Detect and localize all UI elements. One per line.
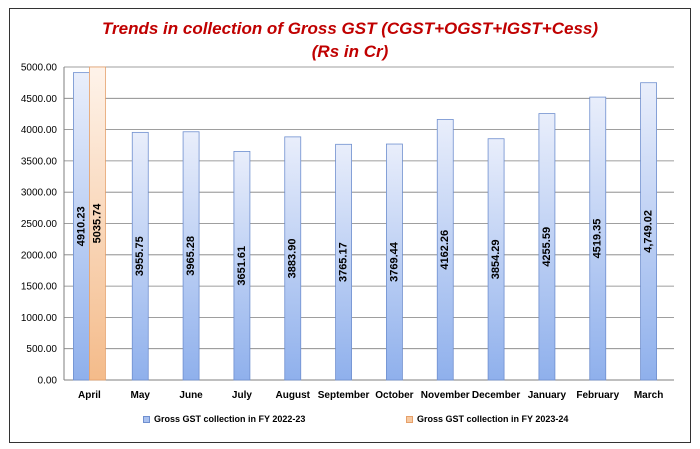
x-tick-label: March — [634, 390, 663, 401]
data-label: 4255.59 — [541, 227, 553, 267]
legend-item-fy-2022-23: Gross GST collection in FY 2022-23 — [143, 414, 305, 424]
x-tick-label: February — [576, 390, 619, 401]
y-tick-label: 2000.00 — [21, 250, 58, 261]
x-tick-label: July — [232, 390, 252, 401]
x-tick-label: December — [472, 390, 520, 401]
y-tick-label: 500.00 — [26, 344, 57, 355]
bar-december-series-1 — [487, 138, 505, 381]
bar-april-series-2 — [89, 66, 106, 381]
y-tick-label: 0.00 — [38, 376, 58, 387]
data-label: 3769.44 — [388, 241, 400, 282]
x-tick-label: November — [421, 390, 470, 401]
bar-january-series-1 — [538, 113, 556, 381]
bar-march-series-1 — [640, 82, 657, 381]
legend-swatch-fy-2023-24 — [406, 415, 413, 423]
bar-july-series-1 — [233, 151, 251, 381]
y-tick-label: 1000.00 — [21, 313, 58, 324]
legend-label-fy-2023-24: Gross GST collection in FY 2023-24 — [417, 414, 569, 424]
bar-may-series-1 — [131, 131, 149, 381]
data-label: 4519.35 — [592, 219, 604, 259]
data-label: 3651.61 — [236, 246, 248, 286]
bar-february-series-1 — [589, 96, 607, 381]
y-tick-label: 3500.00 — [21, 156, 58, 167]
x-tick-label: October — [375, 390, 413, 401]
bar-october-series-1 — [386, 143, 403, 381]
bar-september-series-1 — [335, 143, 352, 381]
data-label: 3854.29 — [490, 239, 502, 279]
x-tick-label: April — [78, 390, 101, 401]
x-tick-label: August — [276, 390, 311, 401]
x-tick-label: January — [528, 390, 567, 401]
data-label: 3965.28 — [185, 236, 197, 276]
data-label: 3765.17 — [338, 242, 350, 282]
y-tick-label: 4500.00 — [21, 94, 58, 105]
bar-november-series-1 — [436, 119, 454, 381]
chart-title: Trends in collection of Gross GST (CGST+… — [101, 19, 599, 38]
y-tick-label: 5000.00 — [21, 63, 58, 74]
data-label: 3955.75 — [134, 236, 146, 276]
data-label: 3883.90 — [287, 239, 299, 279]
bar-august-series-1 — [284, 136, 302, 381]
y-tick-label: 2500.00 — [21, 219, 58, 230]
legend-item-fy-2023-24: Gross GST collection in FY 2023-24 — [406, 414, 568, 424]
data-label: 4162.26 — [439, 230, 451, 270]
y-tick-label: 1500.00 — [21, 282, 58, 293]
x-tick-label: May — [131, 390, 151, 401]
data-label: 4,749.02 — [643, 210, 655, 253]
data-label: 5035.74 — [91, 203, 103, 244]
chart-subtitle: (Rs in Cr) — [311, 42, 389, 61]
x-tick-label: June — [179, 390, 203, 401]
data-label: 4910.23 — [75, 206, 87, 246]
legend-swatch-fy-2022-23 — [143, 415, 150, 423]
x-tick-label: September — [318, 390, 370, 401]
legend-label-fy-2022-23: Gross GST collection in FY 2022-23 — [154, 414, 306, 424]
y-tick-label: 3000.00 — [21, 188, 58, 199]
bar-june-series-1 — [182, 131, 200, 381]
y-tick-label: 4000.00 — [21, 125, 58, 136]
